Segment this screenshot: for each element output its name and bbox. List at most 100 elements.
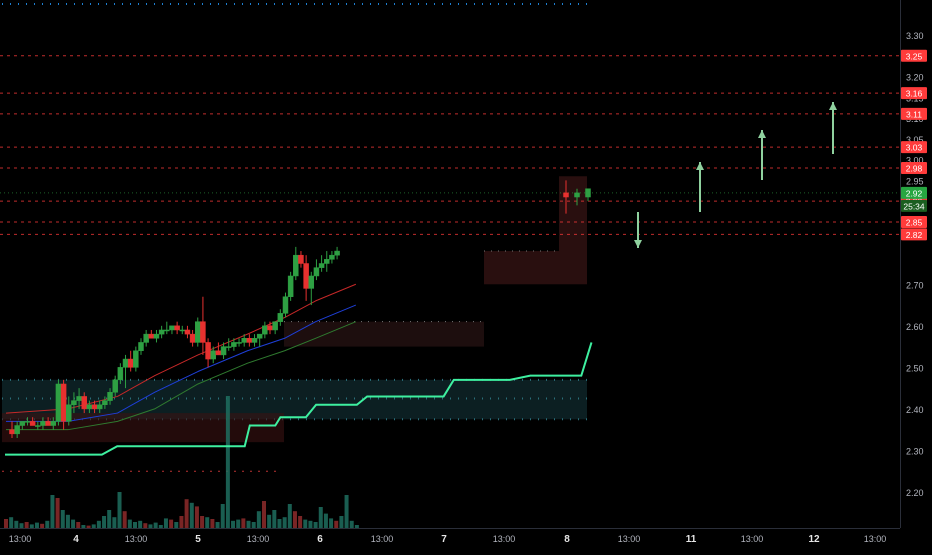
- time-tick-label: 13:00: [9, 534, 32, 544]
- resistance-price-tag-label: 3.03: [906, 143, 923, 153]
- countdown-label: 25:34: [903, 201, 925, 211]
- volume-bar: [86, 525, 91, 528]
- volume-bar: [163, 518, 168, 528]
- candle-body: [210, 350, 216, 360]
- candle-body: [277, 313, 284, 322]
- volume-bar: [215, 522, 220, 528]
- price-tick-label: 2.20: [906, 488, 924, 498]
- volume-bar: [277, 519, 282, 528]
- volume-bar: [313, 522, 318, 528]
- candle-body: [19, 421, 26, 426]
- vwap-line: [5, 342, 593, 456]
- time-tick-label: 13:00: [741, 534, 764, 544]
- resistance-price-tag: [901, 228, 927, 241]
- time-tick-label: 13:00: [247, 534, 270, 544]
- volume-bar: [210, 519, 215, 528]
- candle-body: [45, 421, 51, 426]
- volume-bar: [349, 520, 354, 528]
- price-tick-label: 2.95: [906, 176, 924, 186]
- resistance-price-tag-label: 3.11: [906, 109, 922, 119]
- candle-body: [282, 296, 289, 314]
- resistance-price-tag: [901, 49, 927, 62]
- volume-bar: [272, 510, 277, 528]
- current-price-tag-label: 2.92: [906, 188, 923, 198]
- current-price-tag: [901, 186, 927, 199]
- candle-body: [60, 383, 67, 422]
- candle-body: [184, 329, 191, 335]
- candle-body: [14, 425, 20, 435]
- candle-body: [76, 396, 82, 401]
- candle-body: [200, 321, 206, 343]
- time-tick-label: 13:00: [864, 534, 887, 544]
- candles-layer: [9, 180, 591, 438]
- volume-bar: [133, 522, 137, 528]
- candle-body: [96, 404, 103, 410]
- time-tick-label: 7: [441, 534, 447, 545]
- volume-bar: [323, 513, 328, 528]
- time-tick-label: 4: [73, 534, 79, 545]
- volume-bar: [65, 514, 70, 528]
- volume-bar: [102, 516, 107, 528]
- candle-body: [9, 429, 15, 435]
- resistance-price-tag: [901, 215, 927, 228]
- time-tick-label: 8: [564, 534, 570, 545]
- resistance-price-tag: [901, 87, 927, 100]
- resistance-price-tag: [901, 107, 927, 120]
- volume-layer: [4, 396, 359, 528]
- candle-body: [262, 325, 268, 335]
- volume-bar: [220, 504, 225, 528]
- candle-body: [71, 400, 77, 406]
- volume-bar: [344, 495, 349, 528]
- volume-bar: [71, 519, 76, 528]
- price-tick-label: 2.60: [906, 322, 924, 332]
- time-tick-label: 6: [317, 534, 323, 545]
- volume-bar: [292, 511, 297, 528]
- up-arrow-head: [696, 162, 704, 170]
- candle-body: [303, 263, 309, 289]
- moving-average-blue: [6, 304, 357, 422]
- resistance-price-tag: [901, 161, 927, 174]
- time-tick-label: 13:00: [618, 534, 641, 544]
- volume-bar: [4, 519, 8, 528]
- candle-body: [50, 421, 57, 426]
- moving-average-green: [6, 321, 357, 431]
- consolidation-box: [484, 251, 559, 285]
- candle-body: [329, 254, 335, 260]
- volume-bar: [334, 520, 339, 528]
- volume-bar: [354, 525, 359, 528]
- candle-body: [174, 325, 180, 331]
- volume-bar: [251, 522, 256, 528]
- moving-averages-layer: [5, 283, 593, 456]
- volume-bar: [127, 519, 132, 528]
- volume-bar: [158, 525, 163, 528]
- candle-body: [189, 333, 196, 343]
- time-axis: 13:00 4 13:00 5 13:00 6 13:00 7 13:00 8 13:00 11 13:…: [9, 534, 887, 545]
- time-tick-label: 13:00: [493, 534, 516, 544]
- candle-body: [122, 358, 129, 368]
- volume-bar: [282, 517, 287, 528]
- volume-bar: [339, 516, 344, 528]
- time-tick-label: 13:00: [125, 534, 148, 544]
- candle-body: [318, 263, 325, 268]
- price-axis: 3.303.253.203.153.103.053.002.952.702.60…: [901, 31, 927, 498]
- volume-bar: [205, 517, 210, 528]
- candle-body: [179, 329, 186, 332]
- candle-body: [148, 333, 155, 339]
- price-tick-label: 2.50: [906, 363, 924, 373]
- price-tick-label: 2.40: [906, 405, 924, 415]
- resistance-price-tag-label: 2.98: [906, 163, 923, 173]
- volume-bar: [225, 396, 230, 528]
- volume-bar: [50, 495, 55, 528]
- time-tick-label: 13:00: [371, 534, 394, 544]
- candle-body: [205, 342, 211, 360]
- resistance-levels-layer: [0, 55, 900, 235]
- volume-bar: [174, 522, 179, 528]
- volume-bar: [40, 523, 45, 528]
- volume-bar: [148, 524, 153, 528]
- candle-body: [158, 329, 165, 335]
- resistance-price-tag-label: 2.82: [906, 230, 923, 240]
- candle-body: [40, 421, 46, 426]
- volume-bar: [143, 523, 148, 528]
